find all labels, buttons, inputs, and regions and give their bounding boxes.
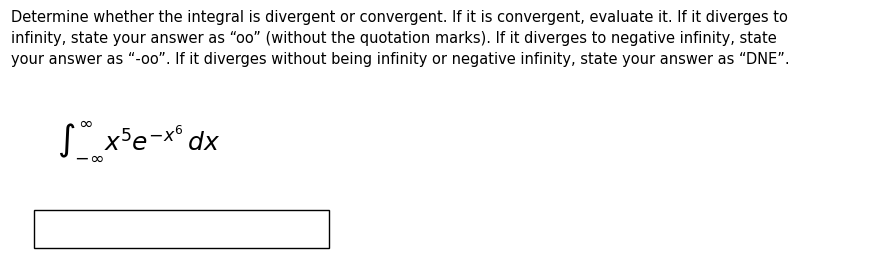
FancyBboxPatch shape (34, 210, 328, 248)
Text: Determine whether the integral is divergent or convergent. If it is convergent, : Determine whether the integral is diverg… (11, 10, 789, 67)
Text: $\int_{-\infty}^{\infty} x^5 e^{-x^6}\, dx$: $\int_{-\infty}^{\infty} x^5 e^{-x^6}\, … (57, 120, 221, 163)
